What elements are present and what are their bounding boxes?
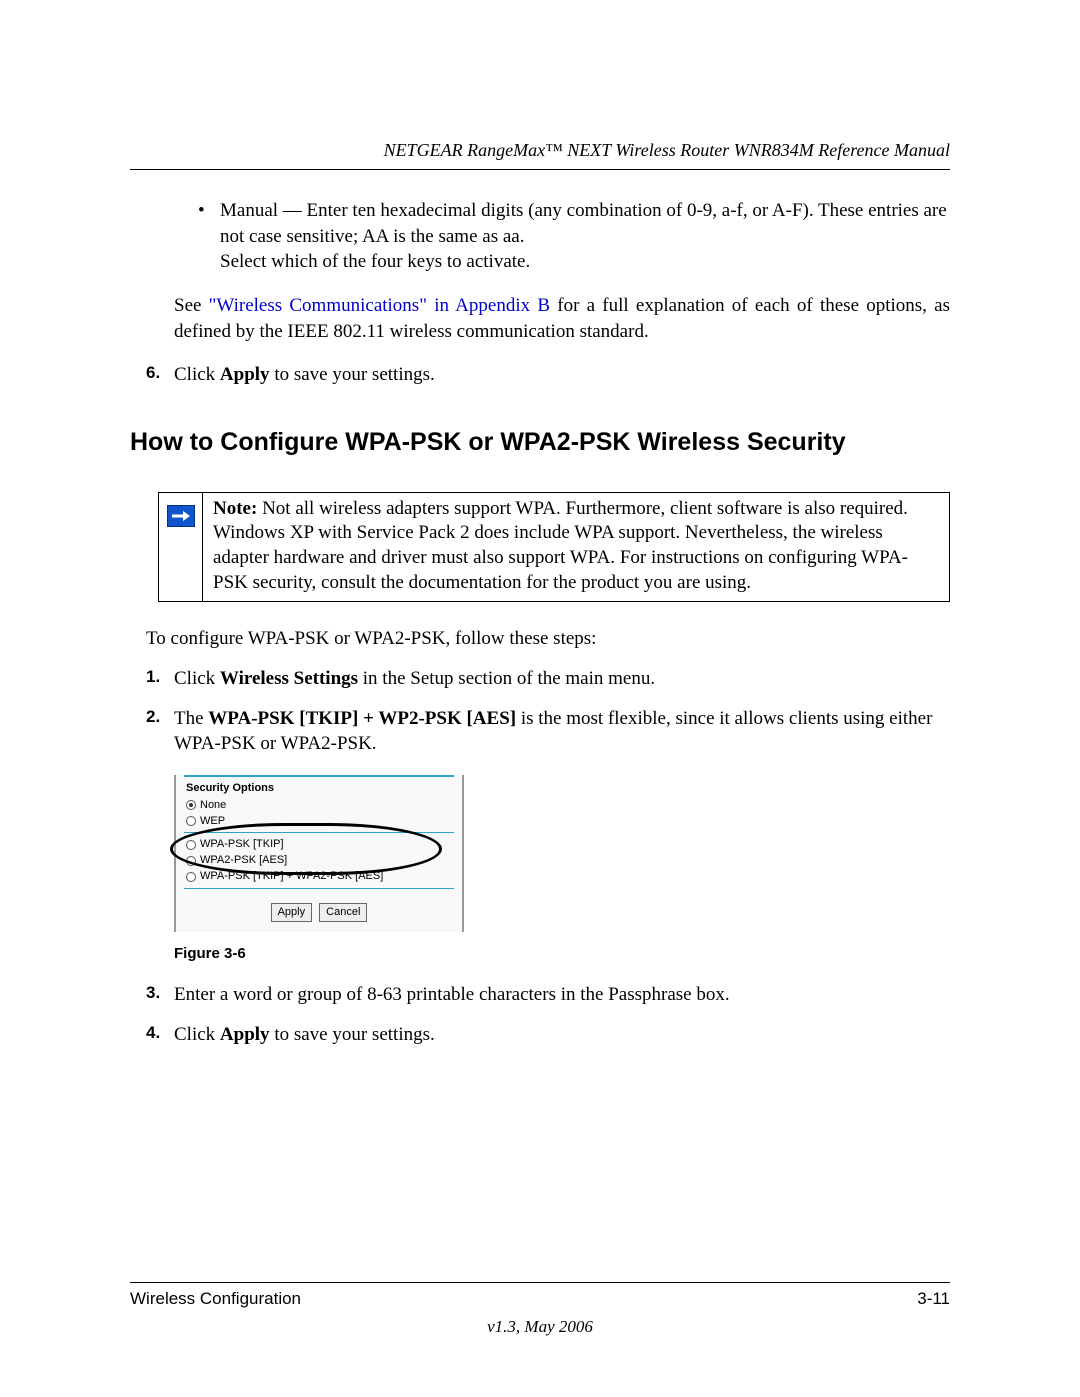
figure-caption: Figure 3-6 — [174, 944, 950, 964]
s4a: Click — [174, 1024, 220, 1045]
divider-icon — [184, 888, 454, 889]
step-number: 4. — [146, 1022, 174, 1045]
s1b: in the Setup section of the main menu. — [358, 668, 655, 689]
step-2: 2. The WPA-PSK [TKIP] + WP2-PSK [AES] is… — [146, 706, 950, 757]
step-number: 1. — [146, 666, 174, 689]
option-label: WEP — [200, 814, 225, 829]
bullet-manual: • Manual — Enter ten hexadecimal digits … — [198, 198, 950, 275]
step-text: The WPA-PSK [TKIP] + WP2-PSK [AES] is th… — [174, 706, 950, 757]
arrow-right-icon — [167, 505, 195, 527]
step-text: Click Apply to save your settings. — [174, 362, 950, 388]
s1a: Click — [174, 668, 220, 689]
note-label: Note: — [213, 498, 257, 519]
option-wpa-both[interactable]: WPA-PSK [TKIP] + WPA2-PSK [AES] — [186, 869, 452, 884]
footer-line: Wireless Configuration 3-11 — [130, 1282, 950, 1309]
option-wpa-tkip[interactable]: WPA-PSK [TKIP] — [186, 837, 452, 852]
footer-left: Wireless Configuration — [130, 1289, 301, 1309]
step-text: Click Apply to save your settings. — [174, 1022, 950, 1048]
button-row: Apply Cancel — [176, 903, 462, 922]
step-number: 2. — [146, 706, 174, 729]
apply-button[interactable]: Apply — [271, 903, 313, 922]
intro-paragraph: To configure WPA-PSK or WPA2-PSK, follow… — [146, 626, 950, 652]
step-4: 4. Click Apply to save your settings. — [146, 1022, 950, 1048]
see-prefix: See — [174, 295, 209, 316]
option-wpa2-aes[interactable]: WPA2-PSK [AES] — [186, 853, 452, 868]
page-header-title: NETGEAR RangeMax™ NEXT Wireless Router W… — [130, 140, 950, 170]
apply-label: Apply — [220, 1024, 270, 1045]
note-icon-cell — [159, 493, 203, 602]
note-box: Note: Not all wireless adapters support … — [158, 492, 950, 603]
manual-page: NETGEAR RangeMax™ NEXT Wireless Router W… — [0, 0, 1080, 1397]
step-text: Click Wireless Settings in the Setup sec… — [174, 666, 950, 692]
bullet-dot-icon: • — [198, 198, 220, 224]
cancel-button[interactable]: Cancel — [319, 903, 367, 922]
appendix-b-link[interactable]: "Wireless Communications" in Appendix B — [209, 295, 550, 316]
note-text: Note: Not all wireless adapters support … — [203, 493, 949, 602]
see-paragraph: See "Wireless Communications" in Appendi… — [174, 293, 950, 344]
security-options-title: Security Options — [186, 781, 452, 796]
step-6: 6. Click Apply to save your settings. — [146, 362, 950, 388]
footer-version: v1.3, May 2006 — [130, 1317, 950, 1337]
s4b: to save your settings. — [270, 1024, 435, 1045]
option-none[interactable]: None — [186, 798, 452, 813]
bullet-line2: Select which of the four keys to activat… — [220, 251, 530, 272]
radio-icon[interactable] — [186, 872, 196, 882]
radio-icon[interactable] — [186, 816, 196, 826]
radio-icon[interactable] — [186, 840, 196, 850]
option-label: WPA-PSK [TKIP] — [200, 837, 284, 852]
wireless-settings-label: Wireless Settings — [220, 668, 358, 689]
step6-a: Click — [174, 364, 220, 385]
figure-3-6: Security Options None WEP WPA-PSK [TKIP]… — [174, 775, 950, 932]
divider-icon — [184, 832, 454, 833]
wpa-mode-label: WPA-PSK [TKIP] + WP2-PSK [AES] — [208, 708, 516, 729]
option-wep[interactable]: WEP — [186, 814, 452, 829]
step6-b: to save your settings. — [270, 364, 435, 385]
footer-page-number: 3-11 — [917, 1289, 950, 1309]
step-number: 6. — [146, 362, 174, 385]
s2a: The — [174, 708, 208, 729]
step-3: 3. Enter a word or group of 8-63 printab… — [146, 982, 950, 1008]
step-number: 3. — [146, 982, 174, 1005]
radio-icon[interactable] — [186, 856, 196, 866]
note-body: Not all wireless adapters support WPA. F… — [213, 498, 908, 593]
page-footer: Wireless Configuration 3-11 v1.3, May 20… — [130, 1282, 950, 1337]
option-label: WPA-PSK [TKIP] + WPA2-PSK [AES] — [200, 869, 383, 884]
step-text: Enter a word or group of 8-63 printable … — [174, 982, 950, 1008]
bullet-line1: Manual — Enter ten hexadecimal digits (a… — [220, 200, 947, 247]
apply-label: Apply — [220, 364, 270, 385]
option-label: None — [200, 798, 226, 813]
step-1: 1. Click Wireless Settings in the Setup … — [146, 666, 950, 692]
security-options-panel: Security Options None WEP WPA-PSK [TKIP]… — [174, 775, 464, 932]
option-label: WPA2-PSK [AES] — [200, 853, 287, 868]
section-heading: How to Configure WPA-PSK or WPA2-PSK Wir… — [130, 426, 950, 460]
radio-icon[interactable] — [186, 800, 196, 810]
panel-divider-icon — [184, 775, 454, 777]
bullet-text: Manual — Enter ten hexadecimal digits (a… — [220, 198, 950, 275]
body-content: • Manual — Enter ten hexadecimal digits … — [130, 198, 950, 1047]
